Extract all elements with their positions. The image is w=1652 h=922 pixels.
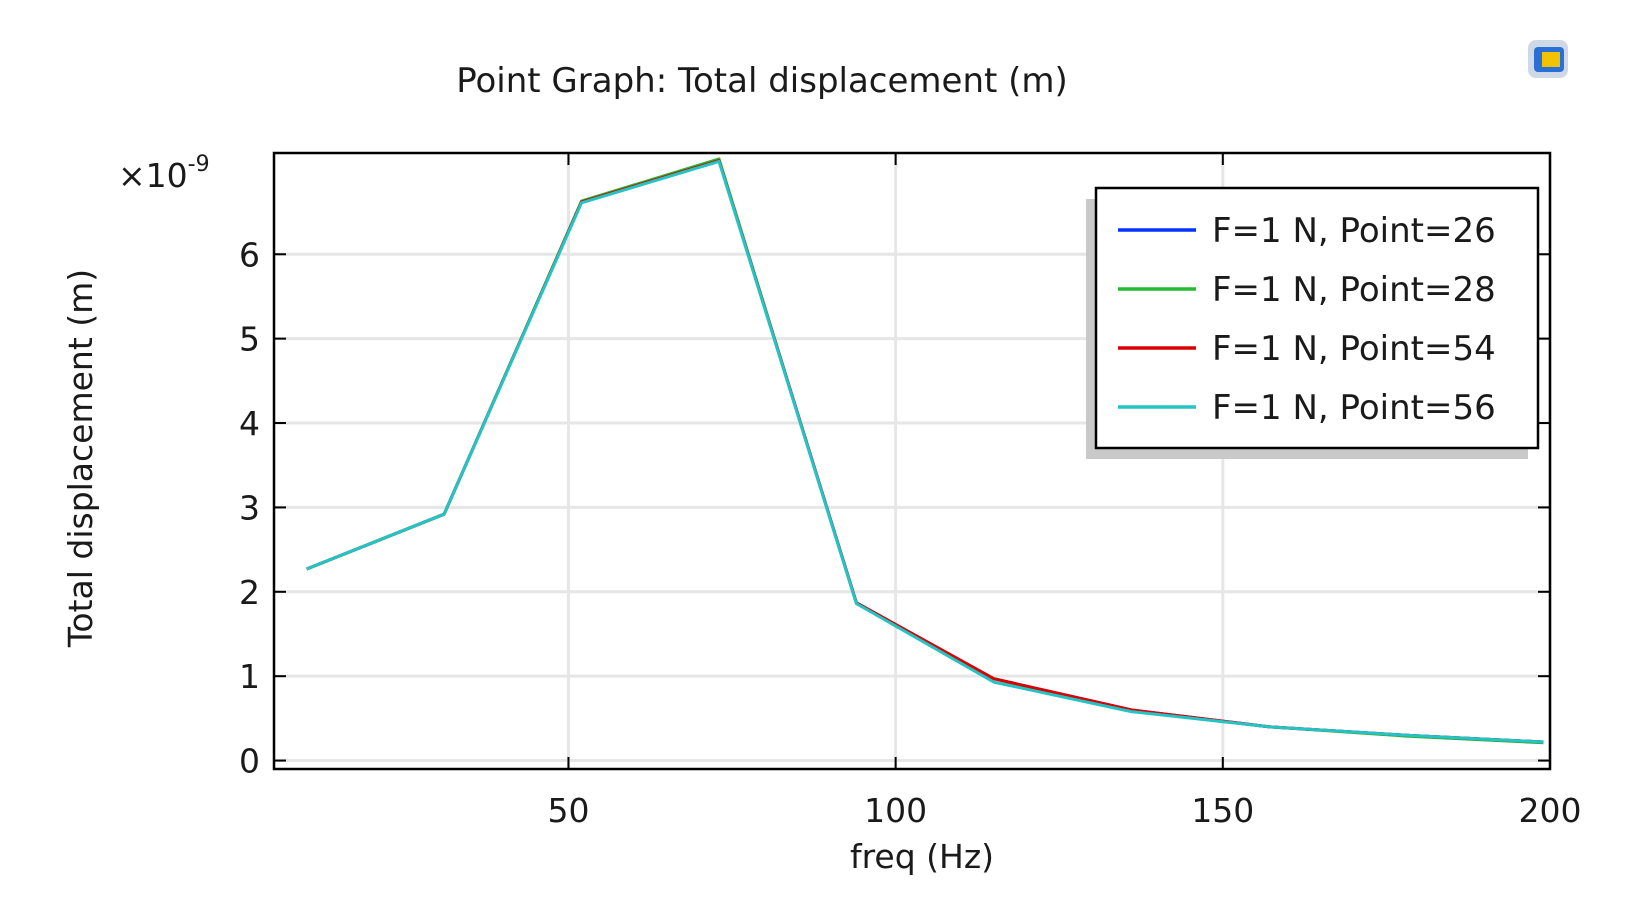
chart-title: Point Graph: Total displacement (m) (456, 61, 1068, 101)
legend-label-3: F=1 N, Point=54 (1212, 329, 1496, 369)
y-tick-labels: 0 1 2 3 4 5 6 (239, 235, 260, 780)
x-tick-label: 100 (864, 791, 927, 830)
y-tick-label: 2 (239, 573, 260, 612)
x-tick-labels: 50 100 150 200 (547, 791, 1581, 830)
legend-label-4: F=1 N, Point=56 (1212, 388, 1496, 428)
legend-label-1: F=1 N, Point=26 (1212, 211, 1496, 251)
plot-frame (272, 151, 1552, 771)
x-axis-label: freq (Hz) (850, 837, 994, 876)
y-tick-label: 0 (239, 742, 260, 781)
legend-label-2: F=1 N, Point=28 (1212, 270, 1496, 310)
y-axis-label: Total displacement (m) (61, 269, 100, 648)
corner-toolbar-icon[interactable] (1528, 40, 1568, 78)
x-tick-label: 150 (1191, 791, 1254, 830)
y-tick-label: 5 (239, 320, 260, 359)
x-tick-label: 50 (547, 791, 589, 830)
y-tick-label: 6 (239, 235, 260, 274)
y-tick-label: 1 (239, 657, 260, 696)
series-lines (306, 157, 1544, 745)
y-tick-label: 3 (239, 488, 260, 527)
x-tick-label: 200 (1519, 791, 1582, 830)
legend: F=1 N, Point=26 F=1 N, Point=28 F=1 N, Poi… (1086, 186, 1540, 459)
legend-entries: F=1 N, Point=26 F=1 N, Point=28 F=1 N, Poi… (1118, 211, 1496, 428)
series-line-4 (306, 159, 1544, 744)
y-tick-label: 4 (239, 404, 260, 443)
y-multiplier: ×10-9 (118, 152, 210, 195)
